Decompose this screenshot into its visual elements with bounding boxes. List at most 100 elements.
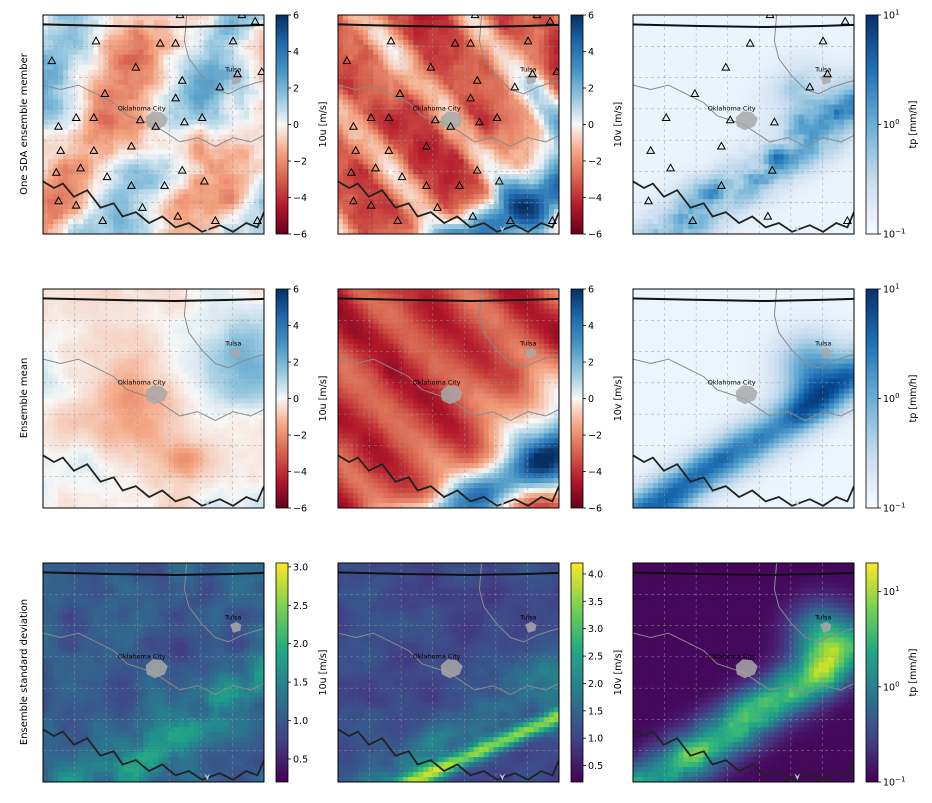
colorbar-gradient — [570, 288, 584, 509]
lake-marker — [499, 499, 506, 507]
colorbar-tick-label: 10−1 — [883, 776, 905, 789]
colorbar-tick-label: −4 — [588, 467, 602, 478]
station-markers — [342, 15, 559, 224]
heatmap-field — [633, 563, 854, 782]
station-marker — [51, 167, 61, 176]
heatmap-field — [338, 15, 559, 234]
station-marker — [237, 15, 247, 19]
colorbar-tick-label: −6 — [588, 504, 602, 515]
city-label-okc: Oklahoma City — [413, 104, 461, 112]
oklahoma-city-area — [735, 385, 758, 405]
station-marker — [371, 163, 381, 172]
map-overlay: Oklahoma City Tulsa — [338, 563, 559, 782]
red-river-border — [338, 454, 559, 507]
colorbar-tick-label: 101 — [883, 585, 900, 598]
oklahoma-city-area — [145, 659, 168, 679]
colorbar-tick-label: 0 — [588, 120, 594, 131]
station-marker — [76, 163, 86, 172]
oklahoma-city-area — [440, 659, 463, 679]
city-label-okc: Oklahoma City — [708, 652, 756, 660]
station-marker — [716, 180, 726, 189]
station-marker — [47, 55, 57, 65]
station-marker — [53, 196, 64, 205]
state-border — [633, 297, 854, 303]
station-marker — [716, 141, 726, 150]
colorbar-gradient — [570, 14, 584, 235]
map-overlay: Oklahoma City Tulsa — [43, 15, 264, 234]
colorbar-tick-label: −2 — [588, 157, 602, 168]
colorbar-tick-label: 100 — [883, 118, 900, 131]
colorbar-label: 10u [m/s] — [318, 376, 329, 422]
colorbar-tick-label: −4 — [293, 467, 307, 478]
lake-marker — [204, 225, 211, 233]
city-label-okc: Oklahoma City — [413, 378, 461, 386]
station-marker — [102, 172, 112, 181]
colorbar: 4.0 3.5 3.0 2.5 2.0 1.5 1.0 0.5 10v [m/s] — [570, 562, 624, 783]
county-line — [773, 15, 854, 95]
city-label-okc: Oklahoma City — [118, 104, 166, 112]
station-marker — [822, 69, 833, 78]
oklahoma-city-area — [735, 111, 758, 131]
station-marker — [126, 141, 136, 150]
colorbar-gradient — [275, 288, 289, 509]
station-marker — [426, 62, 436, 71]
station-marker — [510, 82, 520, 91]
station-marker — [56, 145, 66, 154]
colorbar: 101 100 10−1 tp [mm/h] — [865, 562, 919, 789]
colorbar-tick-label: −2 — [293, 431, 307, 442]
oklahoma-city-area — [145, 385, 168, 405]
station-marker — [177, 165, 187, 174]
county-line — [478, 563, 559, 643]
station-marker — [505, 215, 515, 224]
map-overlay: Oklahoma City Tulsa — [633, 563, 854, 782]
map-overlay: Oklahoma City Tulsa — [43, 563, 264, 782]
station-marker — [769, 117, 779, 126]
station-marker — [532, 15, 542, 19]
oklahoma-city-area — [440, 111, 463, 131]
station-marker — [393, 215, 403, 224]
colorbar-tick-label: 2 — [588, 358, 594, 369]
colorbar-tick-label: 4 — [588, 47, 594, 58]
lake-marker — [499, 225, 506, 233]
panel-frame — [42, 14, 265, 235]
colorbar-tick-label: −4 — [293, 193, 307, 204]
station-marker — [767, 165, 777, 174]
station-marker — [395, 88, 405, 97]
colorbar-gradient — [275, 562, 289, 783]
station-marker — [177, 75, 187, 84]
station-marker — [466, 93, 476, 102]
tulsa-area — [820, 621, 832, 633]
colorbar: 3.0 2.5 2.0 1.5 1.0 0.5 10u [m/s] — [275, 562, 329, 783]
station-marker — [215, 82, 225, 91]
colorbar-tick-label: −6 — [293, 504, 307, 515]
colorbar: 6 4 2 0 −2 −4 −6 10v [m/s] — [570, 285, 624, 515]
red-river-border — [43, 180, 264, 233]
panel-frame — [42, 288, 265, 509]
city-label-tulsa: Tulsa — [224, 340, 241, 348]
station-marker — [446, 121, 456, 130]
colorbar-tick-label: 6 — [588, 11, 594, 22]
station-marker — [366, 112, 376, 122]
panel-r1-c0: Oklahoma City Tulsa 6 4 2 0 −2 −4 −6 10u [m/s] — [42, 285, 329, 515]
row-label-1: Ensemble mean — [19, 358, 30, 439]
station-marker — [763, 211, 773, 220]
state-border — [43, 23, 264, 29]
panel-r2-c1: Oklahoma City Tulsa 4.0 3.5 3.0 2.5 2.0 1.5 1.0 0… — [337, 562, 624, 783]
red-river-border — [633, 728, 854, 781]
colorbar-tick-label: −2 — [293, 157, 307, 168]
tulsa-area — [525, 347, 537, 359]
station-marker — [91, 36, 101, 45]
station-marker — [688, 215, 698, 224]
red-river-border — [338, 180, 559, 233]
station-marker — [159, 180, 170, 189]
station-marker — [232, 69, 243, 78]
colorbar-gradient — [865, 14, 879, 235]
state-border — [43, 571, 264, 577]
colorbar-label: tp [mm/h] — [908, 375, 919, 423]
station-marker — [199, 176, 209, 185]
heatmap-field — [633, 289, 854, 508]
tulsa-area — [230, 347, 242, 359]
station-marker — [494, 176, 504, 185]
